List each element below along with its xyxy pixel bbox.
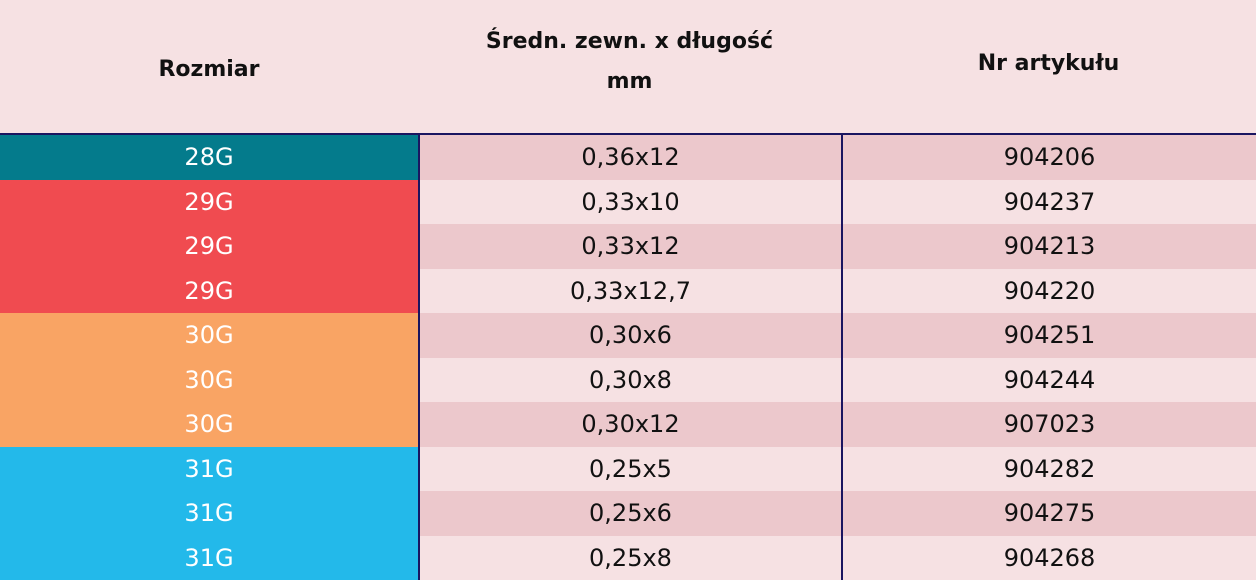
table-header: Rozmiar Średn. zewn. x długość mm Nr art…: [0, 0, 1256, 133]
dimension-cell: 0,30x8: [420, 357, 841, 402]
article-number-cell: 904244: [843, 357, 1256, 402]
table-body: 28G 0,36x12 904206 29G 0,33x10 904237 29G 0,33x…: [0, 135, 1256, 580]
table-row: 30G 0,30x12 907023: [0, 402, 1256, 447]
dimension-cell: 0,30x6: [420, 313, 841, 358]
table-row: 29G 0,33x12 904213: [0, 224, 1256, 269]
column-divider-1: [418, 135, 420, 580]
header-article: Nr artykułu: [841, 0, 1256, 133]
dimension-cell: 0,33x10: [420, 179, 841, 224]
dimension-cell: 0,25x8: [420, 535, 841, 580]
size-cell: 30G: [0, 402, 418, 447]
article-number-cell: 904237: [843, 179, 1256, 224]
size-cell: 29G: [0, 224, 418, 269]
dimension-cell: 0,36x12: [420, 135, 841, 180]
header-article-label: Nr artykułu: [977, 50, 1120, 76]
size-cell: 31G: [0, 535, 418, 580]
size-cell: 29G: [0, 268, 418, 313]
size-cell: 30G: [0, 313, 418, 358]
header-size: Rozmiar: [0, 0, 418, 133]
header-size-label: Rozmiar: [158, 56, 260, 82]
column-divider-2: [841, 135, 843, 580]
table-row: 31G 0,25x8 904268: [0, 535, 1256, 580]
article-number-cell: 904220: [843, 268, 1256, 313]
size-cell: 28G: [0, 135, 418, 180]
article-number-cell: 904206: [843, 135, 1256, 180]
article-number-cell: 904275: [843, 491, 1256, 536]
dimension-cell: 0,25x5: [420, 446, 841, 491]
dimension-cell: 0,33x12,7: [420, 268, 841, 313]
size-cell: 29G: [0, 179, 418, 224]
header-dimensions-line2: mm: [606, 68, 653, 94]
size-cell: 30G: [0, 357, 418, 402]
article-number-cell: 907023: [843, 402, 1256, 447]
table-row: 31G 0,25x5 904282: [0, 446, 1256, 491]
header-dimensions-line1: Średn. zewn. x długość: [485, 28, 774, 54]
table-row: 29G 0,33x10 904237: [0, 179, 1256, 224]
article-number-cell: 904213: [843, 224, 1256, 269]
table-row: 31G 0,25x6 904275: [0, 491, 1256, 536]
size-cell: 31G: [0, 491, 418, 536]
dimension-cell: 0,25x6: [420, 491, 841, 536]
header-dimensions-text: Średn. zewn. x długość mm: [486, 22, 773, 102]
article-number-cell: 904268: [843, 535, 1256, 580]
article-number-cell: 904282: [843, 446, 1256, 491]
dimension-cell: 0,33x12: [420, 224, 841, 269]
dimension-cell: 0,30x12: [420, 402, 841, 447]
table-row: 29G 0,33x12,7 904220: [0, 268, 1256, 313]
size-cell: 31G: [0, 446, 418, 491]
header-dimensions: Średn. zewn. x długość mm: [418, 0, 841, 133]
header-divider: [0, 133, 1256, 135]
table-row: 30G 0,30x6 904251: [0, 313, 1256, 358]
table-row: 30G 0,30x8 904244: [0, 357, 1256, 402]
table-row: 28G 0,36x12 904206: [0, 135, 1256, 180]
article-number-cell: 904251: [843, 313, 1256, 358]
